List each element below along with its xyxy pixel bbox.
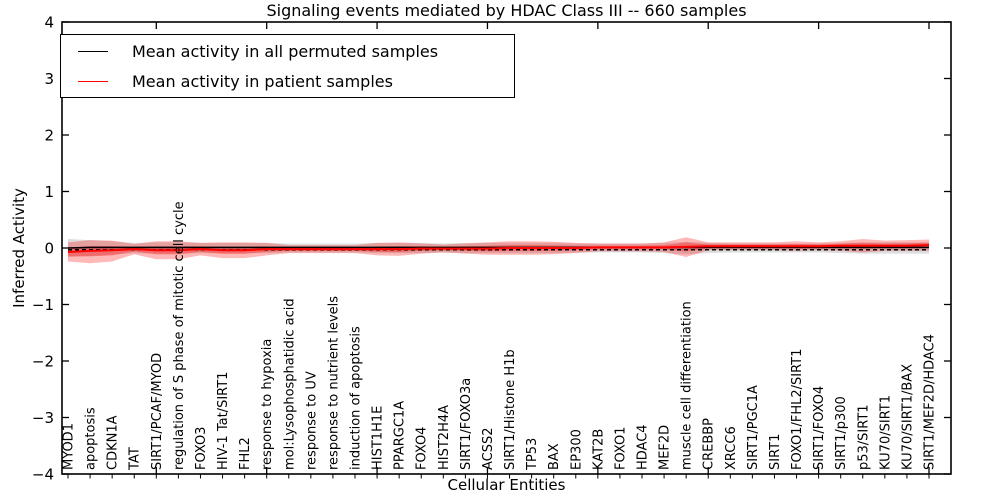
- chart-title: Signaling events mediated by HDAC Class …: [266, 1, 747, 20]
- x-tick-label: induction of apoptosis: [349, 326, 364, 470]
- y-tick-label: −2: [32, 353, 54, 371]
- x-axis-label: Cellular Entities: [447, 476, 566, 494]
- x-tick-label: KU70/SIRT1/BAX: [900, 364, 915, 470]
- y-tick-label: 1: [44, 183, 54, 201]
- patient-line-sample: [78, 80, 108, 82]
- x-tick-label: MEF2D: [658, 425, 673, 470]
- x-tick-label: KU70/SIRT1: [878, 395, 893, 470]
- x-tick-label: CDKN1A: [106, 415, 121, 470]
- x-tick-label: response to hypoxia: [260, 339, 275, 470]
- x-tick-label: HIST1H1E: [371, 406, 386, 470]
- y-tick-label: 2: [44, 127, 54, 145]
- x-tick-label: SIRT1/PCAF/MYOD: [150, 353, 165, 470]
- x-tick-label: HDAC4: [636, 424, 651, 470]
- x-tick-label: SIRT1: [768, 434, 783, 470]
- legend: Mean activity in all permuted samples Me…: [60, 34, 515, 98]
- x-tick-label: PPARGC1A: [393, 401, 408, 470]
- x-tick-label: BAX: [547, 443, 562, 470]
- x-tick-label: SIRT1/FOXO4: [812, 386, 827, 470]
- x-tick-label: HIST2H4A: [437, 405, 452, 470]
- x-tick-label: SIRT1/Histone H1b: [503, 349, 518, 470]
- x-tick-label: TAT: [128, 447, 143, 471]
- x-tick-label: FOXO1/FHL2/SIRT1: [790, 349, 805, 470]
- x-tick-label: SIRT1/PGC1A: [746, 385, 761, 470]
- x-tick-label: muscle cell differentiation: [680, 301, 695, 470]
- x-tick-label: TP53: [525, 438, 540, 471]
- x-tick-label: FHL2: [238, 437, 253, 470]
- y-tick-label: −1: [32, 296, 54, 314]
- x-tick-label: SIRT1/p300: [834, 396, 849, 470]
- x-tick-label: KAT2B: [591, 429, 606, 470]
- x-tick-label: ACSS2: [481, 427, 496, 470]
- x-tick-label: FOXO1: [613, 427, 628, 470]
- x-tick-label: MYOD1: [62, 423, 77, 470]
- x-tick-label: XRCC6: [724, 426, 739, 470]
- y-axis-label: Inferred Activity: [10, 188, 28, 308]
- y-tick-label: 0: [44, 240, 54, 258]
- x-tick-label: apoptosis: [84, 407, 99, 470]
- x-tick-label: HIV-1 Tat/SIRT1: [216, 372, 231, 470]
- x-tick-label: FOXO4: [415, 427, 430, 470]
- patient-mean-line: [67, 244, 930, 253]
- x-tick-label: SIRT1/FOXO3a: [459, 378, 474, 470]
- legend-item-patient: Mean activity in patient samples: [61, 67, 514, 95]
- x-tick-label: regulation of S phase of mitotic cell cy…: [172, 201, 187, 470]
- x-tick-label: response to nutrient levels: [326, 296, 341, 470]
- legend-item-permuted: Mean activity in all permuted samples: [61, 37, 514, 65]
- x-tick-label: mol:Lysophosphatidic acid: [282, 298, 297, 470]
- x-tick-label: EP300: [569, 429, 584, 470]
- x-tick-label: FOXO3: [194, 427, 209, 470]
- permuted-line-sample: [78, 50, 108, 52]
- y-tick-label: −3: [32, 409, 54, 427]
- legend-label-permuted: Mean activity in all permuted samples: [132, 41, 439, 61]
- y-tick-label: −4: [32, 466, 54, 484]
- x-tick-label: p53/SIRT1: [856, 404, 871, 470]
- y-tick-label: 3: [44, 70, 54, 88]
- x-tick-label: response to UV: [304, 371, 319, 470]
- x-tick-label: CREBBP: [702, 418, 717, 470]
- y-tick-label: 4: [44, 14, 54, 32]
- legend-label-patient: Mean activity in patient samples: [132, 71, 393, 91]
- x-tick-label: SIRT1/MEF2D/HDAC4: [923, 334, 938, 470]
